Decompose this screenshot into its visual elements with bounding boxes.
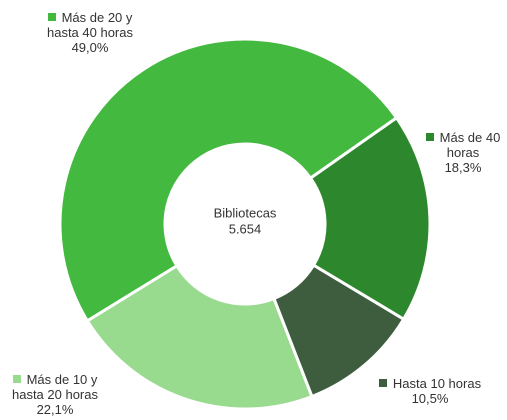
legend-swatch bbox=[12, 375, 21, 383]
center-value: 5.654 bbox=[229, 221, 262, 236]
donut-segment bbox=[58, 37, 399, 323]
legend-label: Más de 10 y hasta 20 horas 22,1% bbox=[5, 372, 105, 417]
category-label: Hasta 10 horas bbox=[392, 376, 482, 391]
donut-segment bbox=[272, 263, 406, 399]
legend-label: Más de 40 horas 18,3% bbox=[420, 130, 506, 175]
donut-segment bbox=[85, 263, 314, 411]
legend-swatch bbox=[47, 13, 56, 21]
value-label: 22,1% bbox=[36, 402, 74, 417]
category-label: Más de 20 y hasta 40 horas bbox=[46, 10, 133, 40]
value-label: 49,0% bbox=[71, 40, 109, 55]
legend-label: Más de 20 y hasta 40 horas 49,0% bbox=[40, 10, 140, 55]
legend-label: Hasta 10 horas 10,5% bbox=[365, 376, 495, 406]
value-label: 10,5% bbox=[411, 391, 449, 406]
center-title: Bibliotecas bbox=[214, 205, 277, 220]
category-label: Más de 10 y hasta 20 horas bbox=[11, 372, 98, 402]
value-label: 18,3% bbox=[444, 160, 482, 175]
legend-swatch bbox=[425, 133, 434, 141]
donut-segment bbox=[308, 115, 432, 322]
legend-swatch bbox=[378, 379, 387, 387]
category-label: Más de 40 horas bbox=[439, 130, 501, 160]
